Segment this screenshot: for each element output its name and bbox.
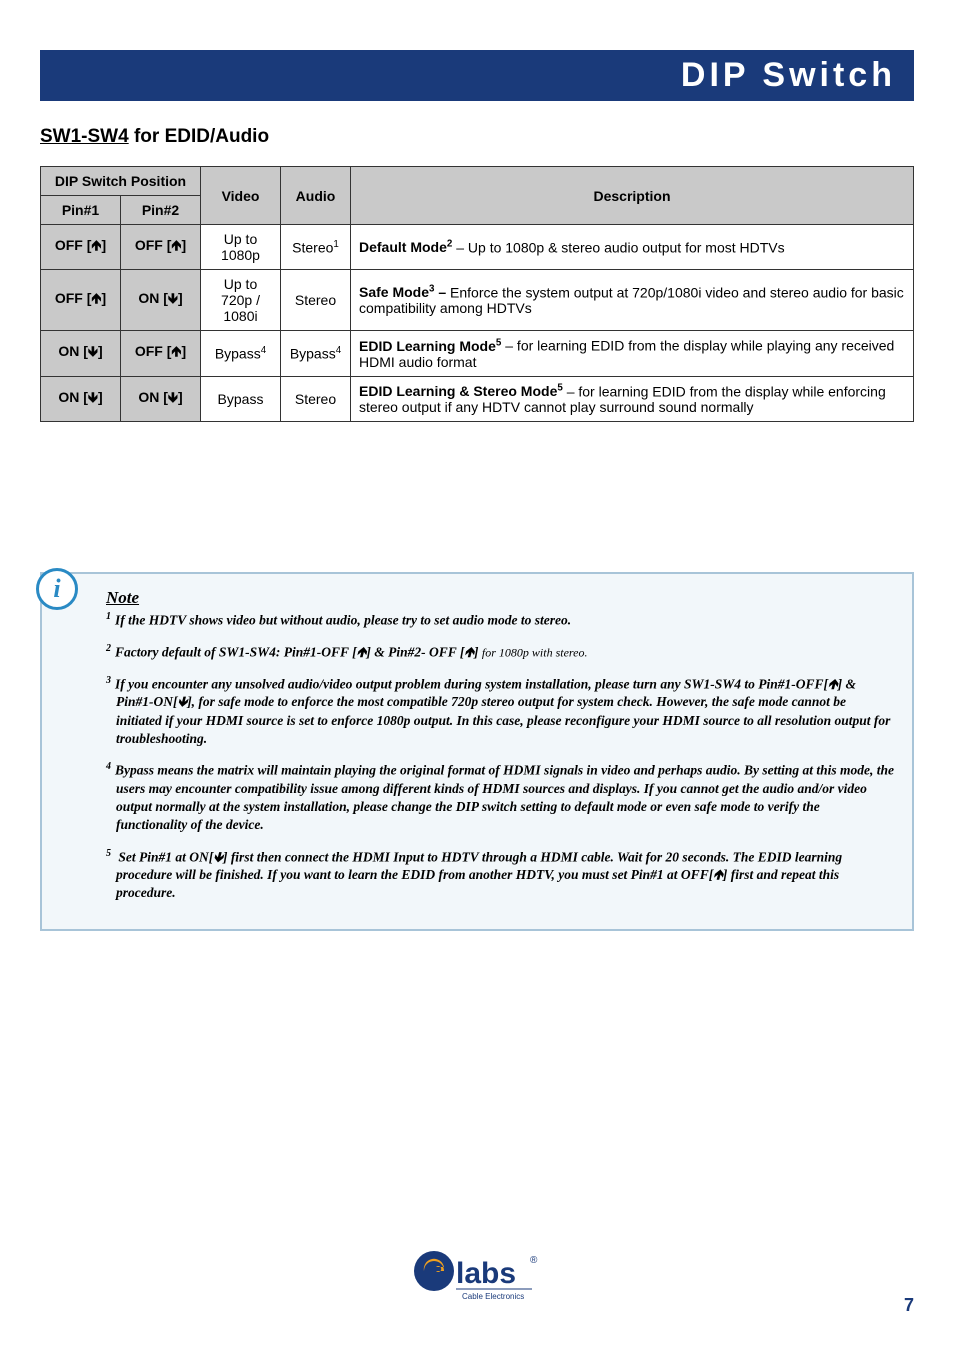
cell-audio: Bypass4 <box>281 331 351 377</box>
cell-video: Up to 720p / 1080i <box>201 270 281 331</box>
cell-video: Bypass4 <box>201 331 281 377</box>
note-item: 4Bypass means the matrix will maintain p… <box>106 760 894 834</box>
svg-text:labs: labs <box>456 1257 516 1290</box>
table-header-row: DIP Switch Position Video Audio Descript… <box>41 167 914 196</box>
section-subtitle: SW1-SW4 for EDID/Audio <box>40 126 914 148</box>
cell-audio: Stereo <box>281 376 351 422</box>
svg-text:®: ® <box>530 1255 538 1266</box>
th-audio: Audio <box>281 167 351 225</box>
note-item: 2Factory default of SW1-SW4: Pin#1-OFF [… <box>106 642 894 662</box>
cell-video: Up to 1080p <box>201 225 281 270</box>
subtitle-rest: for EDID/Audio <box>129 126 269 147</box>
cell-pin2: ON [🡻] <box>121 270 201 331</box>
th-description: Description <box>351 167 914 225</box>
cell-pin1: ON [🡻] <box>41 331 121 377</box>
th-video: Video <box>201 167 281 225</box>
dip-switch-table: DIP Switch Position Video Audio Descript… <box>40 166 914 422</box>
table-row: ON [🡻]OFF [🡹]Bypass4Bypass4EDID Learning… <box>41 331 914 377</box>
note-item: 1If the HDTV shows video but without aud… <box>106 610 894 630</box>
cell-pin1: OFF [🡹] <box>41 270 121 331</box>
cell-pin2: ON [🡻] <box>121 376 201 422</box>
elabs-logo: labs ® Cable Electronics <box>412 1241 542 1311</box>
cell-pin2: OFF [🡹] <box>121 331 201 377</box>
table-row: ON [🡻]ON [🡻]BypassStereoEDID Learning & … <box>41 376 914 422</box>
note-title: Note <box>106 588 894 608</box>
table-row: OFF [🡹]ON [🡻]Up to 720p / 1080iStereoSaf… <box>41 270 914 331</box>
cell-description: EDID Learning Mode5 – for learning EDID … <box>351 331 914 377</box>
cell-description: Safe Mode3 – Enforce the system output a… <box>351 270 914 331</box>
table-body: OFF [🡹]OFF [🡹]Up to 1080pStereo1Default … <box>41 225 914 422</box>
info-icon-glyph: i <box>53 574 60 604</box>
cell-pin1: ON [🡻] <box>41 376 121 422</box>
cell-pin2: OFF [🡹] <box>121 225 201 270</box>
subtitle-sw: SW1-SW4 <box>40 126 129 147</box>
note-items-container: 1If the HDTV shows video but without aud… <box>60 610 894 902</box>
svg-text:Cable Electronics: Cable Electronics <box>462 1292 524 1301</box>
cell-pin1: OFF [🡹] <box>41 225 121 270</box>
th-dip-position: DIP Switch Position <box>41 167 201 196</box>
table-row: OFF [🡹]OFF [🡹]Up to 1080pStereo1Default … <box>41 225 914 270</box>
note-box: i Note 1If the HDTV shows video but with… <box>40 572 914 930</box>
note-item: 3If you encounter any unsolved audio/vid… <box>106 674 894 748</box>
note-item: 5 Set Pin#1 at ON[🡻] first then connect … <box>106 847 894 903</box>
cell-video: Bypass <box>201 376 281 422</box>
th-pin1: Pin#1 <box>41 196 121 225</box>
th-pin2: Pin#2 <box>121 196 201 225</box>
page-title-bar: DIP Switch <box>40 50 914 101</box>
cell-description: EDID Learning & Stereo Mode5 – for learn… <box>351 376 914 422</box>
cell-description: Default Mode2 – Up to 1080p & stereo aud… <box>351 225 914 270</box>
footer-logo: labs ® Cable Electronics <box>0 1241 954 1316</box>
info-icon: i <box>36 568 78 610</box>
cell-audio: Stereo1 <box>281 225 351 270</box>
page-number: 7 <box>904 1295 914 1316</box>
cell-audio: Stereo <box>281 270 351 331</box>
